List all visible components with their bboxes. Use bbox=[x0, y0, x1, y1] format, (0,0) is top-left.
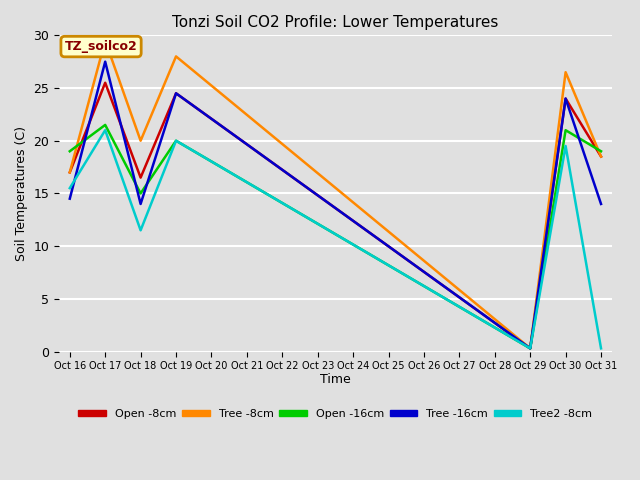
Y-axis label: Soil Temperatures (C): Soil Temperatures (C) bbox=[15, 126, 28, 261]
Legend: Open -8cm, Tree -8cm, Open -16cm, Tree -16cm, Tree2 -8cm: Open -8cm, Tree -8cm, Open -16cm, Tree -… bbox=[74, 405, 596, 423]
X-axis label: Time: Time bbox=[320, 372, 351, 385]
Text: TZ_soilco2: TZ_soilco2 bbox=[65, 40, 138, 53]
Title: Tonzi Soil CO2 Profile: Lower Temperatures: Tonzi Soil CO2 Profile: Lower Temperatur… bbox=[172, 15, 499, 30]
